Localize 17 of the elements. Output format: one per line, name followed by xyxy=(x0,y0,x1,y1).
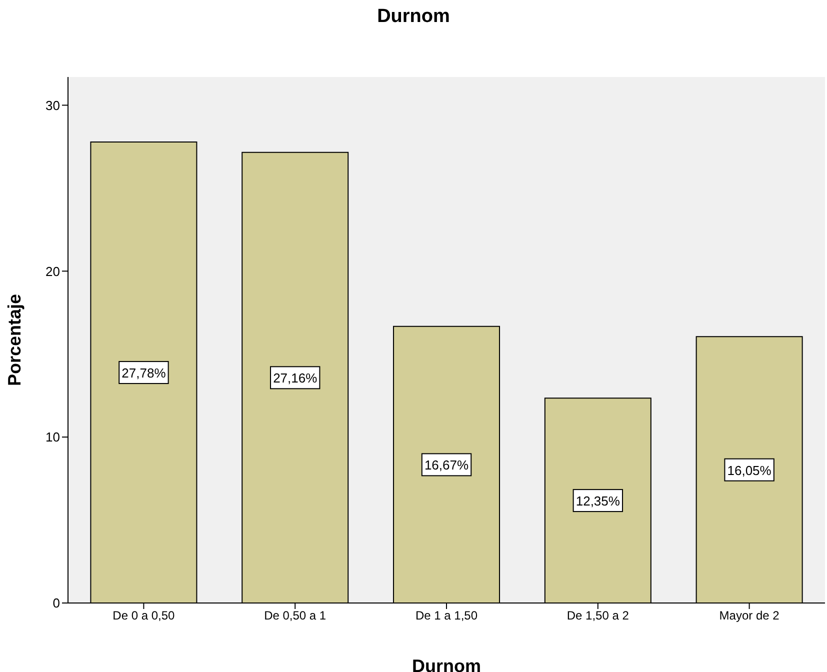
chart-title: Durnom xyxy=(376,6,451,28)
x-tick-label: De 0 a 0,50 xyxy=(112,608,176,623)
y-axis-title: Porcentaje xyxy=(4,294,24,386)
data-label: 27,78% xyxy=(122,366,166,381)
y-tick-label: 10 xyxy=(46,430,60,445)
y-tick-label: 20 xyxy=(46,264,60,279)
data-label: 16,05% xyxy=(727,462,772,478)
x-axis-title: Durnom xyxy=(412,656,481,672)
x-tick-label: De 0,50 a 1 xyxy=(264,608,326,623)
y-tick-label: 0 xyxy=(52,596,60,611)
y-tick-label: 30 xyxy=(46,98,60,113)
x-tick-label: De 1 a 1,50 xyxy=(415,608,478,623)
data-label: 27,16% xyxy=(273,370,318,386)
x-tick-label: De 1,50 a 2 xyxy=(566,608,630,623)
data-label: 16,67% xyxy=(424,458,469,473)
data-label: 12,35% xyxy=(576,494,620,509)
x-tick-label: Mayor de 2 xyxy=(719,608,780,623)
